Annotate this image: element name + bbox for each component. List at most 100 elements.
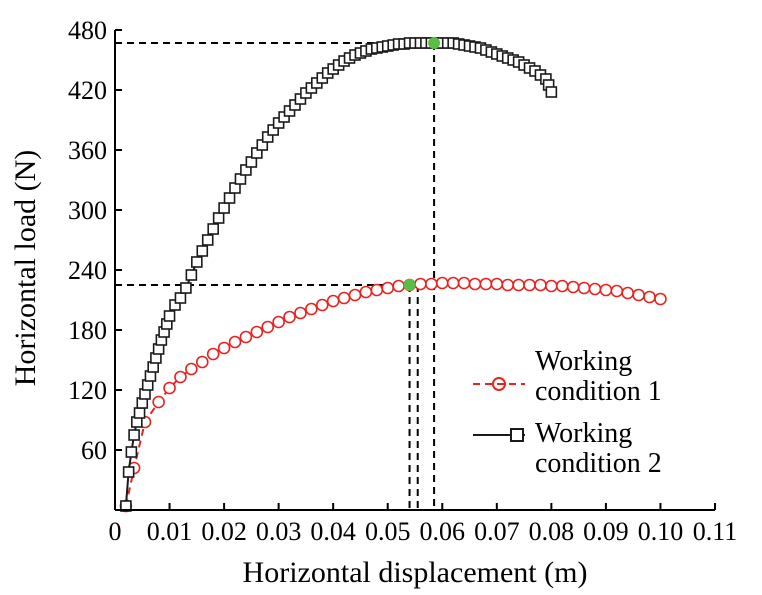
data-point <box>446 276 460 290</box>
y-tick-label: 60 <box>81 436 107 465</box>
x-tick-label: 0.04 <box>310 517 356 546</box>
y-tick-label: 240 <box>68 256 107 285</box>
legend: Working condition 1 Working condition 2 <box>473 346 662 479</box>
data-point <box>212 212 225 224</box>
data-point <box>218 202 230 214</box>
data-point <box>512 278 525 292</box>
data-point <box>196 245 209 257</box>
legend-label-1-line2: condition 1 <box>535 376 662 407</box>
data-point <box>555 279 569 293</box>
data-point <box>305 302 318 316</box>
data-point <box>315 298 329 312</box>
legend-entry-2: Working condition 2 <box>473 418 662 479</box>
data-point <box>163 381 176 395</box>
y-tick-label: 360 <box>68 136 107 165</box>
data-point <box>490 277 504 291</box>
peak-markers <box>403 37 441 291</box>
data-point <box>191 256 203 268</box>
x-tick-label: 0.10 <box>638 517 684 546</box>
data-point <box>468 277 482 291</box>
y-axis-title: Horizontal load (N) <box>9 150 42 387</box>
data-point <box>133 407 146 419</box>
y-tick-label: 420 <box>68 76 107 105</box>
data-point <box>545 86 558 98</box>
data-point <box>654 292 667 306</box>
x-tick-label: 0.01 <box>147 517 193 546</box>
y-tick-label: 180 <box>68 316 107 345</box>
data-point <box>588 282 602 296</box>
data-point <box>425 277 438 291</box>
data-point <box>610 284 624 298</box>
x-tick-label: 0.02 <box>201 517 247 546</box>
y-tick-label: 120 <box>68 376 107 405</box>
data-point <box>545 279 558 293</box>
data-point <box>128 429 140 441</box>
data-point <box>523 278 536 292</box>
data-point <box>435 276 449 290</box>
data-point <box>294 306 307 320</box>
peak-point <box>403 279 416 291</box>
data-point <box>643 290 656 304</box>
data-point <box>207 223 219 235</box>
data-point <box>348 288 362 302</box>
data-point <box>381 281 395 295</box>
data-point <box>599 283 613 297</box>
data-point <box>250 325 264 339</box>
data-point <box>272 315 285 329</box>
series-layer <box>119 37 667 513</box>
x-tick-label: 0.11 <box>693 517 738 546</box>
data-point <box>457 276 471 290</box>
data-point <box>359 285 373 299</box>
data-point <box>577 281 591 295</box>
y-tick-label: 300 <box>68 196 107 225</box>
data-point <box>414 277 427 291</box>
legend-entry-1: Working condition 1 <box>473 346 662 407</box>
x-axis-title: Horizontal displacement (m) <box>243 556 588 589</box>
legend-marker-1 <box>492 377 506 391</box>
data-point <box>174 370 187 384</box>
data-point <box>217 341 231 355</box>
data-point <box>370 283 384 297</box>
y-tick-label: 480 <box>68 16 107 45</box>
data-point <box>180 282 192 294</box>
data-point <box>228 335 242 349</box>
data-point <box>632 288 645 302</box>
x-tick-label: 0 <box>109 517 122 546</box>
x-tick-label: 0.07 <box>474 517 520 546</box>
x-tick-label: 0.06 <box>420 517 466 546</box>
data-point <box>283 310 296 324</box>
ticks: 0 0.01 0.02 0.03 0.04 0.05 0.06 0.07 0.08 0.09 0.1… <box>68 16 737 546</box>
data-point <box>185 269 198 281</box>
series-2 <box>120 37 558 512</box>
data-point <box>534 278 547 292</box>
legend-marker-2 <box>510 428 524 442</box>
data-point <box>337 291 351 305</box>
legend-label-2-line2: condition 2 <box>535 448 662 479</box>
data-point <box>392 279 405 293</box>
data-point <box>239 330 253 344</box>
data-point <box>195 355 209 369</box>
data-point <box>479 277 493 291</box>
data-point <box>566 280 580 294</box>
data-point <box>163 310 176 322</box>
x-tick-label: 0.03 <box>256 517 302 546</box>
data-point <box>501 278 515 292</box>
peak-point <box>428 37 441 49</box>
data-point <box>174 292 187 304</box>
data-point <box>261 320 275 334</box>
data-point <box>201 234 214 246</box>
data-point <box>152 395 165 409</box>
data-point <box>185 362 198 376</box>
x-tick-label: 0.09 <box>583 517 629 546</box>
legend-label-1-line1: Working <box>535 346 632 377</box>
data-point <box>621 286 635 300</box>
data-point <box>122 466 135 478</box>
data-point <box>326 294 340 308</box>
data-point <box>125 446 138 458</box>
legend-label-2-line1: Working <box>535 418 632 449</box>
x-tick-label: 0.05 <box>365 517 411 546</box>
reference-lines <box>115 42 436 510</box>
x-tick-label: 0.08 <box>529 517 575 546</box>
data-point <box>206 347 220 361</box>
